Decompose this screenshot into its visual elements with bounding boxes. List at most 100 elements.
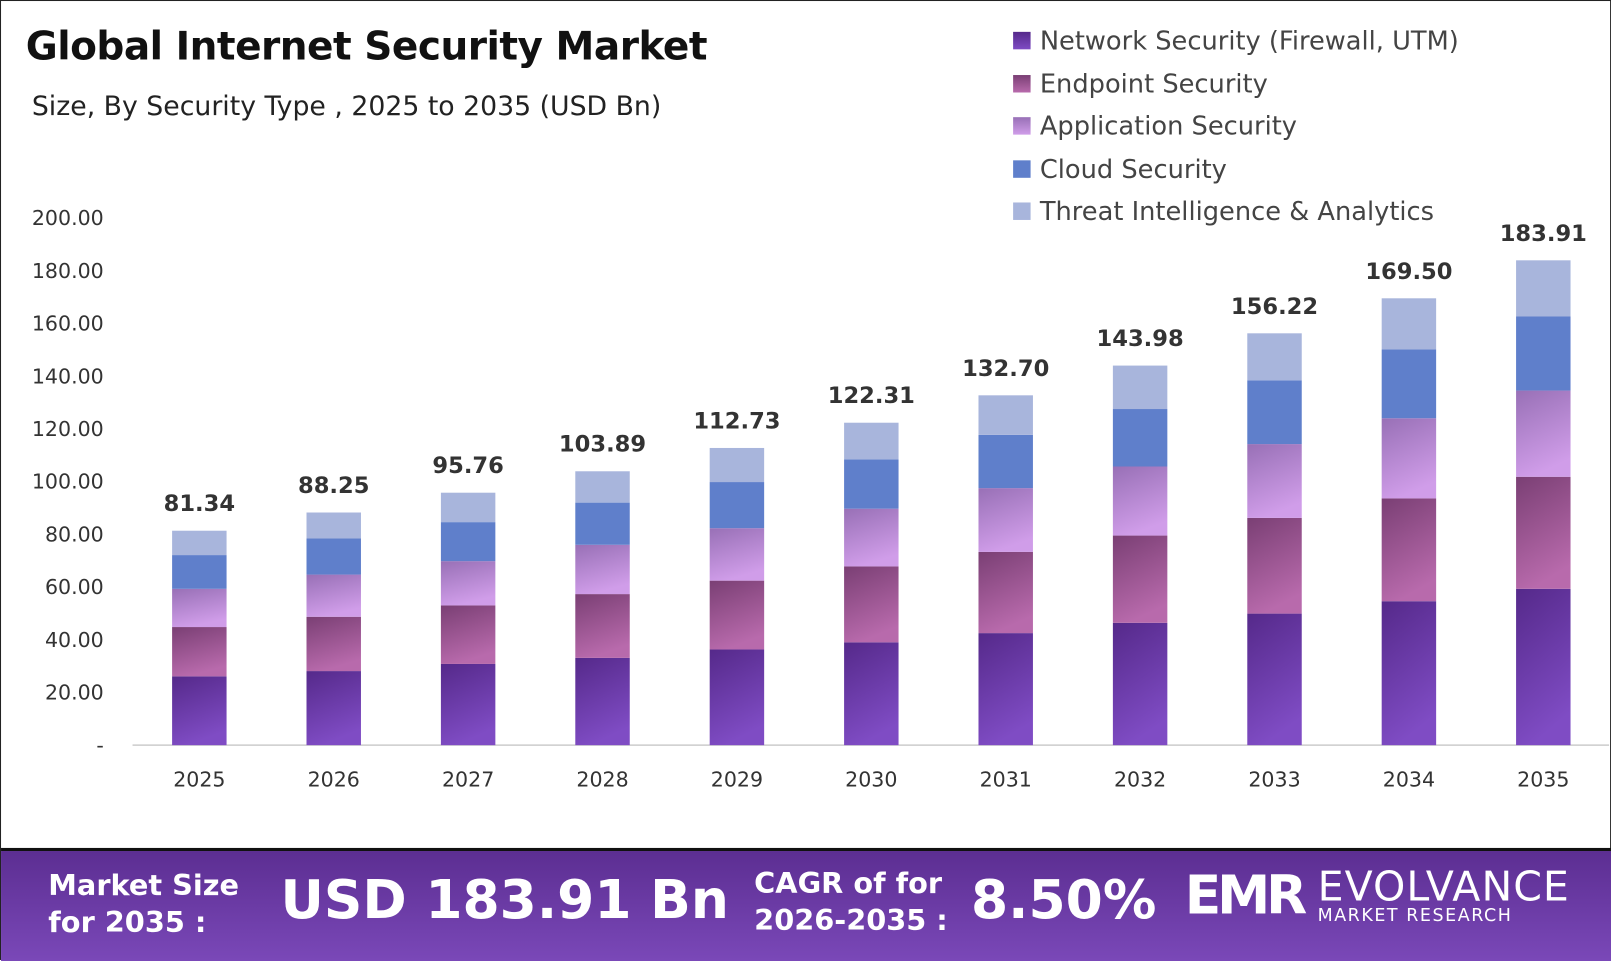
bar-segment-endpoint	[306, 616, 361, 672]
y-tick-label: 20.00	[45, 681, 104, 705]
footer-banner: Market Size for 2035 : USD 183.91 Bn CAGR…	[1, 847, 1611, 961]
total-data-label: 143.98	[1097, 326, 1184, 352]
bar-segment-cloud	[440, 522, 496, 562]
x-tick-label: 2026	[308, 767, 360, 791]
bar-segment-threat	[575, 471, 630, 503]
bar-segment-endpoint	[172, 627, 227, 677]
cagr-label: CAGR of for 2026-2035 :	[754, 865, 948, 939]
bar-segment-application	[709, 528, 765, 581]
bar-segment-cloud	[172, 555, 227, 589]
bar-segment-network	[844, 642, 899, 746]
bar-segment-application	[1247, 444, 1302, 518]
total-data-label: 81.34	[164, 491, 235, 517]
bar-segment-threat	[1381, 298, 1437, 350]
cagr-label-line2: 2026-2035 :	[754, 903, 948, 938]
x-tick-label: 2025	[173, 767, 225, 791]
brand-subtitle: MARKET RESEARCH	[1317, 905, 1513, 927]
total-data-label: 112.73	[693, 408, 780, 434]
legend-swatch	[1013, 202, 1031, 221]
legend-swatch	[1013, 160, 1031, 178]
bar-segment-threat	[1516, 260, 1571, 317]
x-tick-label: 2031	[980, 767, 1032, 791]
legend-item: Threat Intelligence & Analytics	[1013, 190, 1459, 233]
cagr-label-line1: CAGR of for	[754, 866, 943, 901]
bar-segment-network	[1381, 601, 1437, 746]
x-tick-label: 2034	[1383, 767, 1435, 791]
total-data-label: 103.89	[559, 432, 646, 458]
bar-segment-threat	[844, 422, 899, 460]
bar-segment-application	[575, 544, 630, 595]
x-tick-label: 2029	[711, 767, 763, 791]
total-data-label: 95.76	[432, 453, 503, 479]
bar-segment-endpoint	[978, 551, 1033, 634]
market-size-label-line2: for 2035 :	[48, 905, 207, 940]
legend-swatch	[1013, 32, 1031, 50]
bar-segment-threat	[709, 447, 765, 483]
legend-item: Endpoint Security	[1013, 62, 1459, 105]
y-tick-label: 160.00	[32, 312, 104, 336]
x-tick-label: 2033	[1248, 767, 1300, 791]
bar-segment-cloud	[1112, 409, 1168, 467]
total-data-label: 183.91	[1500, 221, 1587, 247]
bar-segment-endpoint	[440, 605, 496, 664]
legend-item: Cloud Security	[1013, 147, 1459, 190]
legend-label: Application Security	[1039, 111, 1298, 142]
y-tick-label: 120.00	[32, 417, 104, 441]
bar-segment-threat	[1247, 333, 1302, 381]
bar-segment-endpoint	[575, 594, 630, 658]
bar-segment-threat	[306, 512, 361, 539]
bar-segment-network	[709, 649, 765, 746]
bar-segment-application	[306, 574, 361, 617]
bar-segment-application	[172, 588, 227, 628]
x-tick-label: 2028	[576, 767, 628, 791]
bar-segment-network	[1247, 613, 1302, 746]
y-tick-label: -	[96, 733, 103, 757]
total-data-label: 132.70	[962, 356, 1049, 382]
market-size-label: Market Size for 2035 :	[48, 867, 239, 941]
bar-segment-cloud	[1381, 349, 1437, 419]
chart-subtitle: Size, By Security Type , 2025 to 2035 (U…	[31, 91, 662, 123]
legend-label: Network Security (Firewall, UTM)	[1039, 25, 1459, 56]
emr-logo-mark: EMR	[1184, 865, 1308, 928]
y-tick-label: 40.00	[45, 628, 104, 652]
legend: Network Security (Firewall, UTM) Endpoint…	[1013, 20, 1459, 233]
bar-segment-cloud	[575, 502, 630, 545]
legend-item: Application Security	[1013, 105, 1459, 148]
bar-segment-threat	[172, 530, 227, 556]
bar-segment-application	[844, 508, 899, 567]
bar-segment-network	[1112, 622, 1168, 746]
y-tick-label: 140.00	[32, 364, 104, 388]
legend-label: Threat Intelligence & Analytics	[1039, 196, 1435, 227]
x-tick-label: 2032	[1114, 767, 1166, 791]
brand-name: EVOLVANCE	[1317, 863, 1570, 911]
y-tick-label: 80.00	[45, 522, 104, 546]
evolvance-logo: EMR EVOLVANCE MARKET RESEARCH	[1185, 865, 1570, 927]
chart-title: Global Internet Security Market	[25, 23, 708, 69]
bar-segment-application	[1516, 390, 1571, 477]
legend-label: Cloud Security	[1039, 153, 1227, 184]
bar-segment-endpoint	[709, 580, 765, 650]
bar-segment-network	[172, 676, 227, 746]
bar-segment-network	[978, 633, 1033, 746]
stacked-bar-chart: - 20.00 40.00 60.00 80.00 100.00 120.00 140.00 1…	[32, 206, 1610, 791]
market-size-value: USD 183.91 Bn	[280, 869, 729, 932]
bar-segment-cloud	[1247, 380, 1302, 445]
y-tick-label: 180.00	[32, 259, 104, 283]
bar-segment-endpoint	[1516, 476, 1571, 589]
bar-segment-cloud	[709, 482, 765, 529]
legend-label: Endpoint Security	[1039, 68, 1268, 99]
y-tick-label: 200.00	[32, 206, 104, 230]
y-tick-label: 60.00	[45, 575, 104, 599]
bar-segment-application	[440, 561, 496, 606]
x-tick-label: 2030	[845, 767, 897, 791]
bar-segment-threat	[978, 395, 1033, 435]
legend-swatch	[1013, 117, 1031, 135]
cagr-value: 8.50%	[970, 869, 1157, 932]
x-tick-label: 2035	[1517, 767, 1569, 791]
x-tick-label: 2027	[442, 767, 494, 791]
bar-segment-network	[306, 671, 361, 746]
total-data-label: 156.22	[1231, 294, 1318, 320]
bar-segment-application	[1381, 418, 1437, 499]
bar-segment-threat	[1112, 365, 1168, 410]
total-data-label: 122.31	[828, 383, 915, 409]
